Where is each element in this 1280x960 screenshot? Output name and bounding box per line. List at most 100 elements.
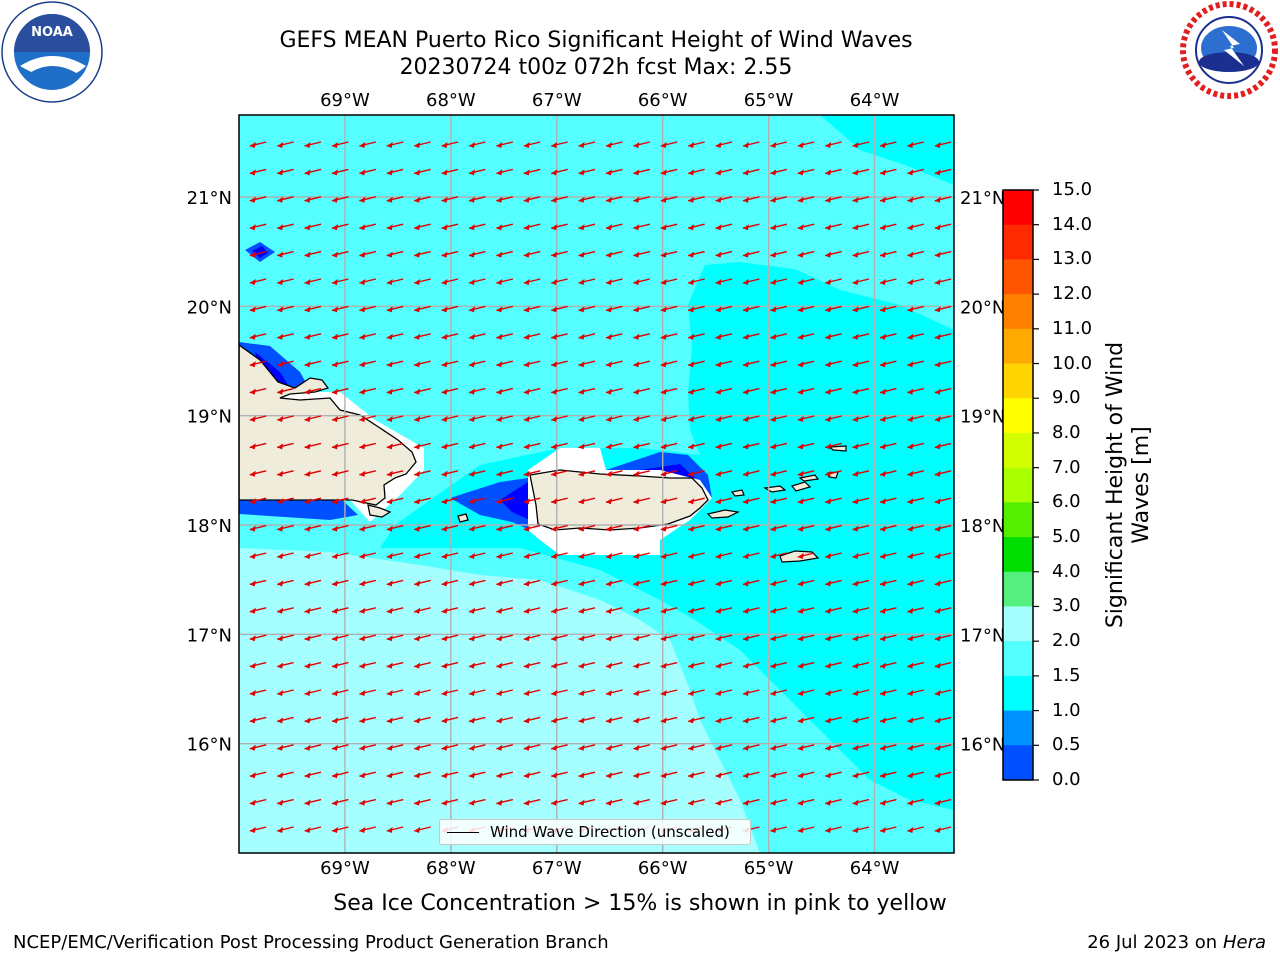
wind-arrow bbox=[687, 689, 705, 696]
wind-arrow bbox=[304, 196, 322, 203]
wind-arrow bbox=[852, 552, 870, 559]
wind-arrow bbox=[605, 360, 623, 368]
wind-arrow bbox=[359, 689, 377, 696]
wind-arrow bbox=[468, 278, 486, 285]
chart-title-line2: 20230724 t00z 072h fcst Max: 2.55 bbox=[399, 55, 793, 80]
wind-arrow bbox=[523, 250, 541, 258]
wind-arrow bbox=[742, 168, 760, 176]
wind-arrow bbox=[934, 798, 952, 806]
wind-arrow bbox=[715, 552, 733, 559]
wind-arrow bbox=[907, 442, 925, 450]
colorbar-tick-label: 11.0 bbox=[1052, 317, 1093, 339]
wind-arrow bbox=[742, 333, 760, 340]
wind-arrow bbox=[879, 689, 897, 696]
wind-arrow bbox=[824, 579, 842, 587]
wind-arrow bbox=[359, 168, 377, 176]
wind-arrow bbox=[578, 744, 596, 751]
wind-arrow bbox=[276, 716, 294, 724]
wind-arrow bbox=[660, 442, 678, 450]
lon-label-top: 66°W bbox=[638, 90, 688, 111]
wind-arrow bbox=[879, 278, 897, 285]
wind-arrow bbox=[660, 524, 678, 532]
wind-arrow bbox=[359, 470, 377, 477]
wind-arrow bbox=[797, 333, 815, 340]
wind-arrow bbox=[276, 798, 294, 806]
wind-arrow bbox=[824, 333, 842, 340]
sea-2.0-3.0 bbox=[239, 548, 760, 853]
wind-arrow bbox=[742, 716, 760, 724]
wind-arrow bbox=[797, 360, 815, 368]
wind-arrow bbox=[852, 168, 870, 176]
wind-arrow bbox=[331, 607, 349, 614]
wind-arrow bbox=[249, 579, 267, 587]
wind-arrow bbox=[633, 196, 651, 203]
wind-arrow bbox=[797, 305, 815, 313]
wind-arrow bbox=[550, 524, 568, 532]
colorbar-segment bbox=[1003, 745, 1033, 781]
wind-arrow bbox=[496, 798, 514, 806]
wind-arrow bbox=[359, 524, 377, 532]
wind-arrow bbox=[413, 278, 431, 285]
wind-arrow bbox=[249, 250, 267, 258]
wind-arrow bbox=[934, 634, 952, 642]
wind-arrow bbox=[304, 278, 322, 285]
wind-arrow bbox=[249, 607, 267, 614]
colorbar-tick-label: 7.0 bbox=[1052, 456, 1081, 478]
wind-arrow bbox=[934, 305, 952, 313]
footer-machine: Hera bbox=[1222, 932, 1266, 953]
wind-arrow bbox=[879, 415, 897, 422]
wind-arrow bbox=[825, 854, 841, 860]
wind-arrow bbox=[824, 798, 842, 806]
wind-arrow bbox=[907, 771, 925, 779]
wind-arrow bbox=[934, 442, 952, 450]
land-virgin-islands bbox=[798, 474, 820, 482]
wind-arrow bbox=[770, 497, 788, 505]
wind-arrow bbox=[879, 333, 897, 340]
wind-arrow bbox=[715, 360, 733, 368]
wind-arrow bbox=[578, 415, 596, 422]
wind-arrow bbox=[742, 689, 760, 696]
wind-arrow bbox=[687, 579, 705, 587]
wind-arrow bbox=[386, 579, 404, 587]
wind-arrow bbox=[468, 716, 486, 724]
wind-arrow bbox=[496, 196, 514, 203]
wind-arrow bbox=[907, 497, 925, 505]
wind-arrow bbox=[276, 552, 294, 559]
wind-arrow bbox=[907, 716, 925, 724]
map-legend: Wind Wave Direction (unscaled) bbox=[439, 819, 751, 845]
colorbar-tick-label: 1.0 bbox=[1052, 699, 1081, 721]
colorbar-segment bbox=[1003, 537, 1033, 573]
wind-arrow bbox=[386, 798, 404, 806]
wind-arrow bbox=[605, 579, 623, 587]
wind-arrow bbox=[550, 579, 568, 587]
wind-arrow bbox=[715, 415, 733, 422]
wind-arrow bbox=[797, 168, 815, 176]
wind-arrow bbox=[687, 470, 705, 477]
wind-arrow bbox=[441, 333, 459, 340]
wind-arrow bbox=[331, 333, 349, 340]
wind-arrow bbox=[304, 305, 322, 313]
wind-arrow bbox=[550, 798, 568, 806]
wind-arrow bbox=[770, 305, 788, 313]
wind-arrow bbox=[852, 661, 870, 669]
wind-arrow bbox=[359, 744, 377, 751]
wind-arrow bbox=[359, 141, 377, 148]
wind-arrow bbox=[523, 771, 541, 779]
wind-arrow bbox=[331, 524, 349, 532]
wind-arrow bbox=[907, 387, 925, 395]
wind-arrow bbox=[605, 223, 623, 231]
colorbar-tick-label: 6.0 bbox=[1052, 491, 1081, 513]
wind-arrow bbox=[907, 278, 925, 285]
wind-arrow bbox=[687, 661, 705, 669]
wind-arrow bbox=[687, 250, 705, 258]
wind-arrow bbox=[468, 661, 486, 669]
wind-arrow bbox=[331, 141, 349, 148]
wind-arrow bbox=[633, 470, 651, 477]
land-virgin-islands bbox=[790, 481, 812, 492]
wind-arrow bbox=[550, 661, 568, 669]
wind-arrow bbox=[660, 470, 678, 477]
wind-arrow bbox=[496, 223, 514, 231]
wind-arrow bbox=[605, 744, 623, 751]
wind-arrow bbox=[441, 634, 459, 642]
wind-arrow bbox=[386, 333, 404, 340]
